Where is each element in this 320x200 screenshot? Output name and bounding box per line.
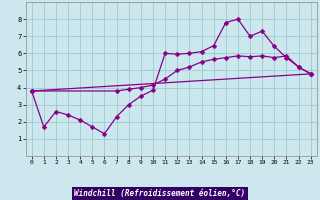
- Text: Windchill (Refroidissement éolien,°C): Windchill (Refroidissement éolien,°C): [75, 189, 245, 198]
